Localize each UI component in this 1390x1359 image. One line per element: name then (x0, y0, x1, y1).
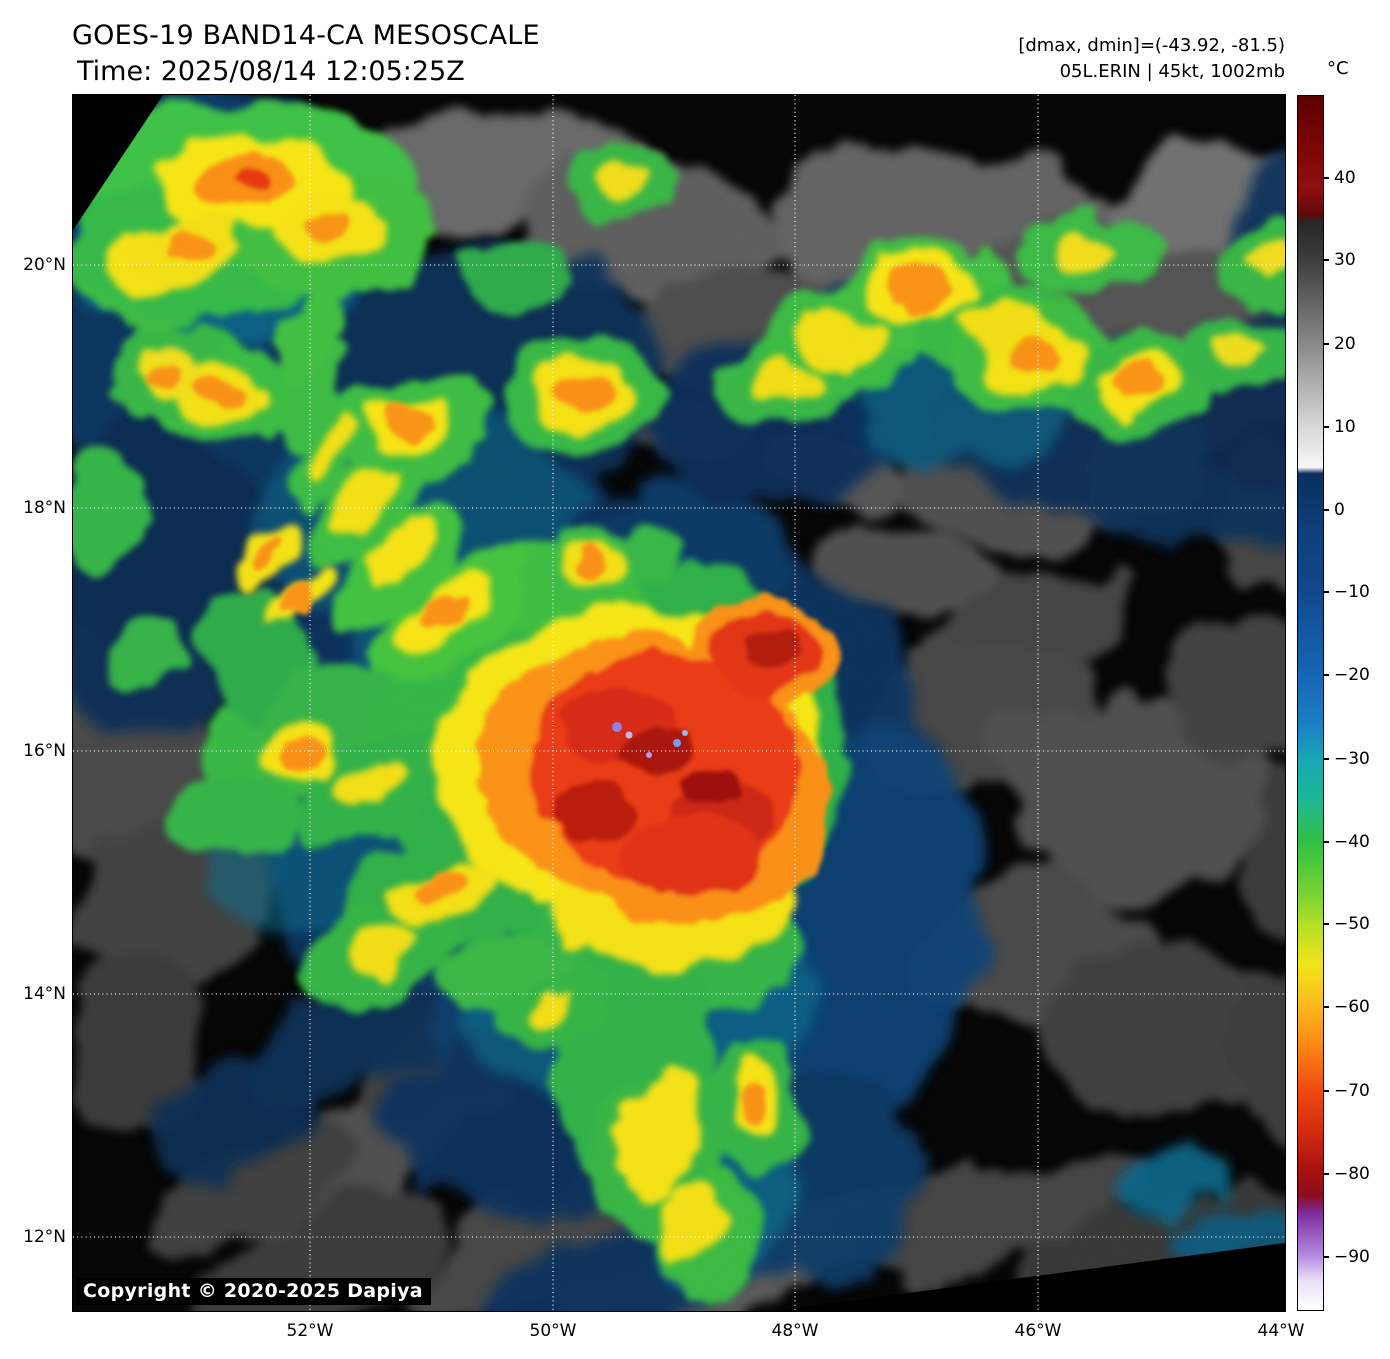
colorbar-tick (1324, 509, 1329, 511)
colorbar-tick (1324, 1006, 1329, 1008)
colorbar-ticklabel-m50: −50 (1334, 914, 1370, 934)
colorbar-ticklabel-m80: −80 (1334, 1164, 1370, 1184)
colorbar-ticklabel-m90: −90 (1334, 1247, 1370, 1267)
colorbar-tick (1324, 259, 1329, 261)
colorbar-tick (1324, 841, 1329, 843)
colorbar-ticklabel-m30: −30 (1334, 749, 1370, 769)
colorbar-tick (1324, 343, 1329, 345)
lat-label-12n: 12°N (23, 1227, 66, 1247)
lat-label-16n: 16°N (23, 741, 66, 761)
lat-label-14n: 14°N (23, 984, 66, 1004)
colorbar-tick (1324, 1256, 1329, 1258)
lon-label-50w: 50°W (529, 1321, 577, 1341)
figure-title: GOES-19 BAND14-CA MESOSCALE (72, 20, 540, 51)
scan-edge-wedges (73, 95, 1285, 1311)
colorbar-ticklabel-m20: −20 (1334, 665, 1370, 685)
lon-label-46w: 46°W (1014, 1321, 1062, 1341)
colorbar-ticklabel-20: 20 (1334, 334, 1356, 354)
colorbar-tick (1324, 1090, 1329, 1092)
colorbar-ticklabel-10: 10 (1334, 417, 1356, 437)
storm-info-label: 05L.ERIN | 45kt, 1002mb (1059, 61, 1285, 82)
noise-texture-overlay (73, 95, 1285, 1311)
colorbar-unit-label: °C (1327, 58, 1349, 79)
colorbar (1297, 95, 1324, 1311)
colorbar-ticklabel-m10: −10 (1334, 582, 1370, 602)
graticule-grid (73, 95, 1285, 1311)
colorbar-tick (1324, 1173, 1329, 1175)
colorbar-tick (1324, 674, 1329, 676)
colorbar-ticklabel-m40: −40 (1334, 832, 1370, 852)
figure-timestamp: Time: 2025/08/14 12:05:25Z (77, 56, 465, 87)
colorbar-ticklabel-m60: −60 (1334, 997, 1370, 1017)
colorbar-ticklabel-0: 0 (1334, 500, 1345, 520)
dmax-dmin-label: [dmax, dmin]=(-43.92, -81.5) (1018, 35, 1285, 56)
colorbar-tick (1324, 426, 1329, 428)
lon-label-48w: 48°W (771, 1321, 819, 1341)
lon-label-52w: 52°W (286, 1321, 334, 1341)
colorbar-tick (1324, 591, 1329, 593)
colorbar-tick (1324, 923, 1329, 925)
colorbar-tick (1324, 758, 1329, 760)
colorbar-ticklabel-40: 40 (1334, 168, 1356, 188)
colorbar-ticklabel-m70: −70 (1334, 1081, 1370, 1101)
colorbar-ticklabel-30: 30 (1334, 250, 1356, 270)
satellite-map-panel: Copyright © 2020-2025 Dapiya (72, 94, 1286, 1312)
lat-label-20n: 20°N (23, 255, 66, 275)
satellite-imagery (73, 95, 1285, 1311)
copyright-label: Copyright © 2020-2025 Dapiya (77, 1278, 431, 1305)
lon-label-44w: 44°W (1257, 1321, 1305, 1341)
colorbar-tick (1324, 177, 1329, 179)
lat-label-18n: 18°N (23, 498, 66, 518)
